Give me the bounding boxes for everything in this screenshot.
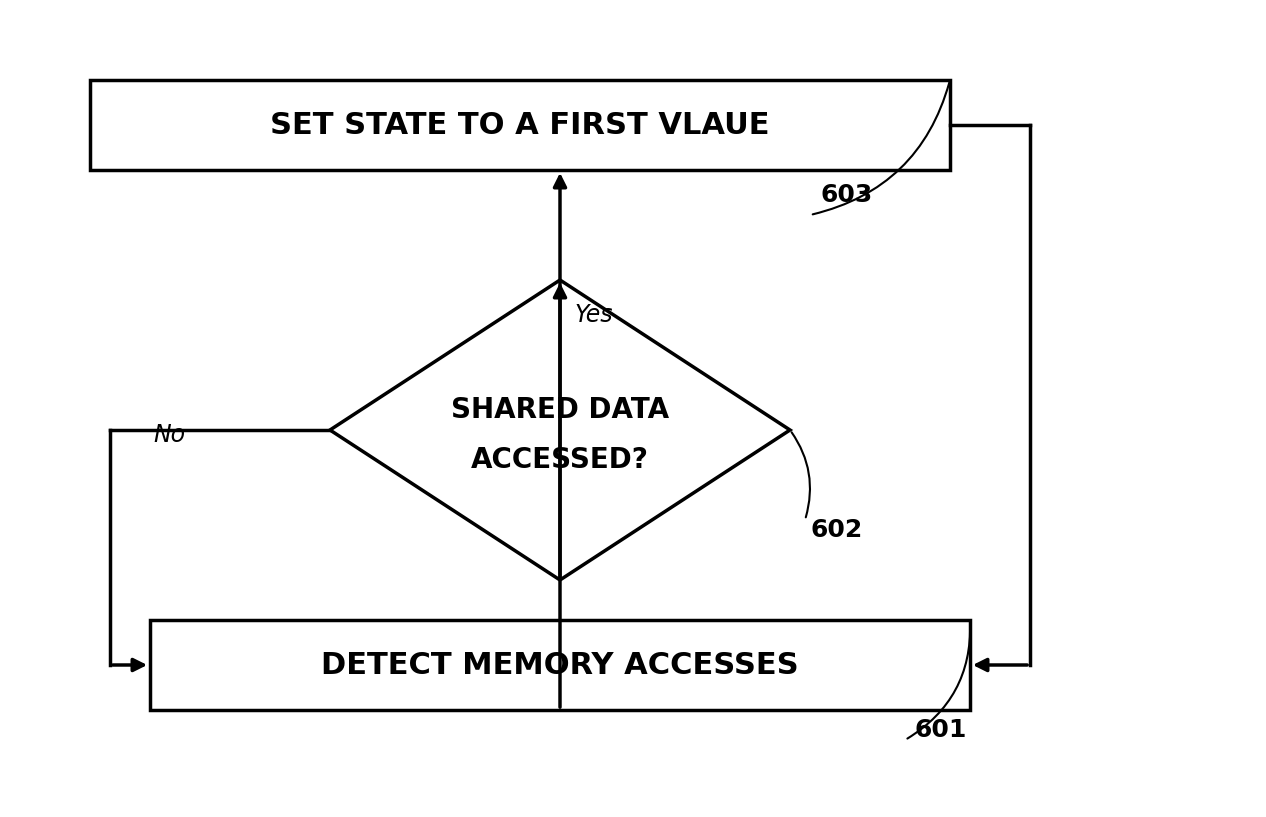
- Text: No: No: [153, 423, 185, 447]
- Text: DETECT MEMORY ACCESSES: DETECT MEMORY ACCESSES: [322, 650, 799, 680]
- Text: ACCESSED?: ACCESSED?: [471, 446, 649, 474]
- Bar: [90, 80, 950, 170]
- Text: Yes: Yes: [575, 303, 614, 327]
- Text: 601: 601: [915, 718, 967, 742]
- Polygon shape: [330, 280, 790, 580]
- Text: 602: 602: [810, 518, 862, 542]
- Bar: [149, 620, 970, 710]
- Text: 603: 603: [820, 183, 872, 207]
- Text: SHARED DATA: SHARED DATA: [451, 396, 668, 424]
- Text: SET STATE TO A FIRST VLAUE: SET STATE TO A FIRST VLAUE: [270, 110, 770, 140]
